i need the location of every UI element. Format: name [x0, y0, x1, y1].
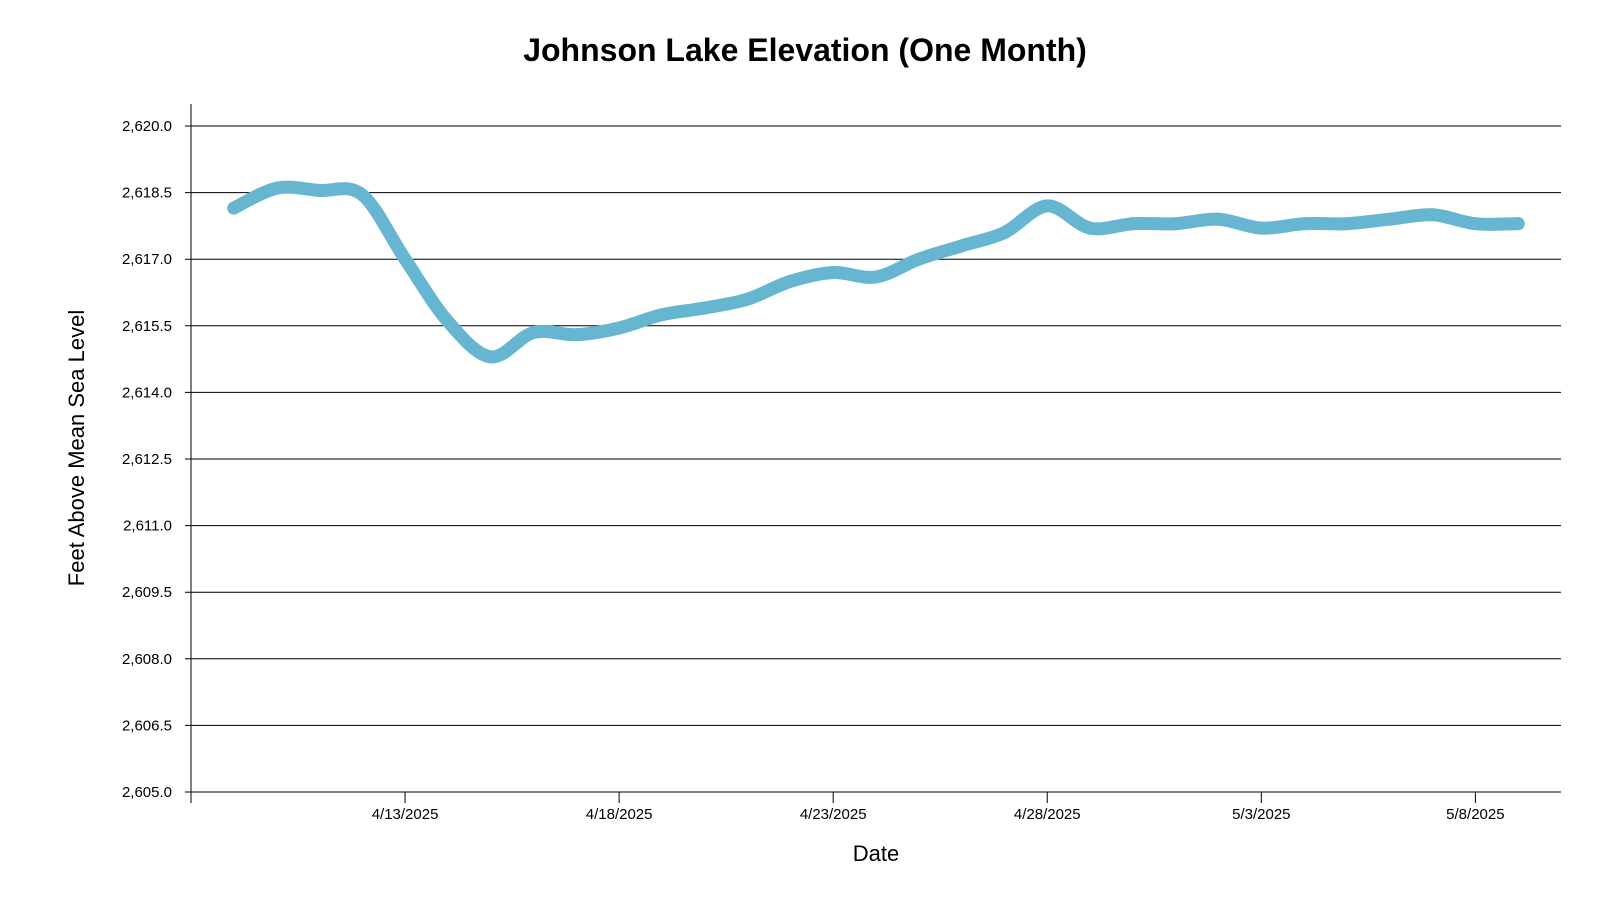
y-tick-label: 2,609.5: [122, 584, 172, 601]
data-point: [998, 226, 1011, 239]
line-chart: Johnson Lake Elevation (One Month) 2,605…: [0, 0, 1600, 900]
x-tick-label: 4/18/2025: [586, 806, 653, 823]
x-tick-label: 5/8/2025: [1446, 806, 1504, 823]
y-tick-label: 2,615.5: [122, 318, 172, 335]
y-tick-label: 2,620.0: [122, 118, 172, 135]
x-tick-label: 4/28/2025: [1014, 806, 1081, 823]
data-point: [527, 326, 540, 339]
data-point: [570, 328, 583, 341]
data-point: [1169, 217, 1182, 230]
x-tick-label: 5/3/2025: [1232, 806, 1290, 823]
data-points: [227, 182, 1524, 364]
data-point: [270, 182, 283, 195]
data-point: [955, 239, 968, 252]
y-tick-label: 2,612.5: [122, 451, 172, 468]
x-axis-label: Date: [853, 841, 899, 866]
data-point: [1084, 222, 1097, 235]
data-point: [399, 253, 412, 266]
data-point: [1469, 217, 1482, 230]
data-point: [655, 308, 668, 321]
axes: 2,605.0 2,606.5 2,608.0 2,609.5 2,611.0 2,612…: [122, 104, 1561, 823]
y-axis-label: Feet Above Mean Sea Level: [64, 310, 89, 586]
y-tick-label: 2,611.0: [123, 518, 172, 535]
y-tick-label: 2,606.5: [122, 717, 172, 734]
data-point: [313, 184, 326, 197]
y-tick-label: 2,617.0: [122, 251, 172, 268]
data-point: [741, 293, 754, 306]
data-point: [1298, 217, 1311, 230]
y-tick-label: 2,618.5: [122, 185, 172, 202]
data-point: [698, 302, 711, 315]
data-point: [1126, 217, 1139, 230]
chart-title: Johnson Lake Elevation (One Month): [523, 32, 1087, 68]
data-point: [613, 322, 626, 335]
data-point: [227, 202, 240, 215]
y-tick-label: 2,608.0: [122, 651, 172, 668]
data-point: [1212, 213, 1225, 226]
y-tick-label: 2,614.0: [122, 384, 172, 401]
data-point: [827, 266, 840, 279]
data-point: [1383, 213, 1396, 226]
data-point: [870, 270, 883, 283]
data-point: [1340, 217, 1353, 230]
data-point: [484, 350, 497, 363]
data-point: [784, 275, 797, 288]
chart-container: Johnson Lake Elevation (One Month) 2,605…: [0, 0, 1600, 900]
data-point: [356, 188, 369, 201]
data-point: [1512, 217, 1525, 230]
y-tick-label: 2,605.0: [122, 784, 172, 801]
x-tick-label: 4/13/2025: [372, 806, 439, 823]
x-tick-label: 4/23/2025: [800, 806, 867, 823]
data-point: [912, 253, 925, 266]
data-point: [1255, 222, 1268, 235]
data-point: [1041, 199, 1054, 212]
data-point: [441, 315, 454, 328]
data-point: [1426, 208, 1439, 221]
